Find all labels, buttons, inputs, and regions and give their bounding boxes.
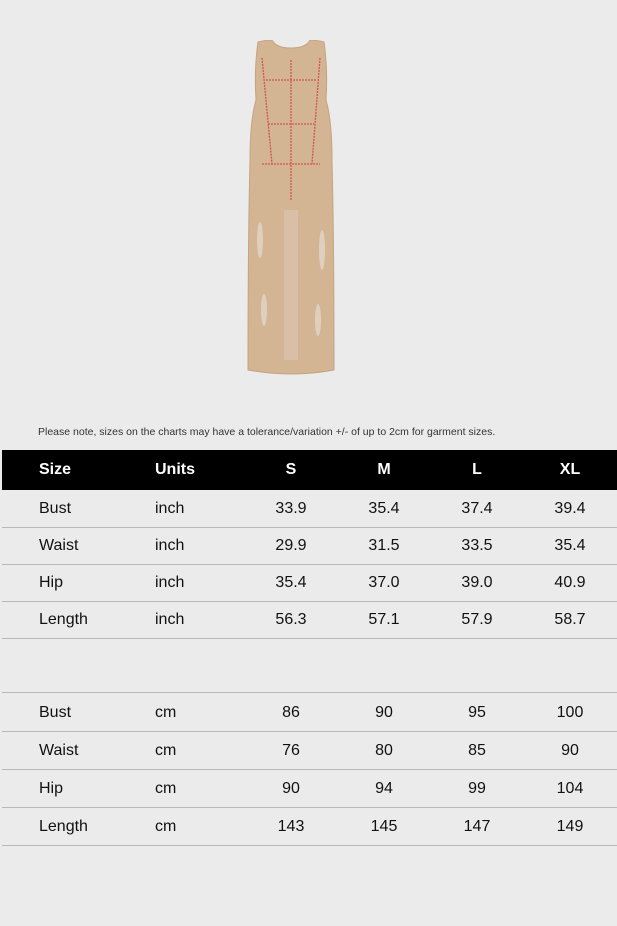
header-s: S bbox=[285, 461, 297, 478]
table-header: Size Units S M L XL bbox=[2, 450, 617, 490]
size-value: 100 bbox=[556, 703, 584, 721]
header-m: M bbox=[377, 461, 391, 478]
size-tolerance-note: Please note, sizes on the charts may hav… bbox=[38, 426, 496, 438]
size-value: 76 bbox=[282, 741, 300, 759]
size-value: 56.3 bbox=[275, 611, 307, 628]
size-value: 57.9 bbox=[461, 611, 493, 628]
size-value: 35.4 bbox=[368, 500, 400, 517]
table-row: Bust cm 86 90 95 100 bbox=[2, 694, 617, 732]
size-value: 80 bbox=[375, 741, 393, 759]
size-value: 35.4 bbox=[554, 537, 586, 554]
size-value: 39.4 bbox=[554, 500, 586, 517]
unit-label: cm bbox=[155, 741, 177, 759]
table-row: Waist inch 29.9 31.5 33.5 35.4 bbox=[2, 528, 617, 565]
measurement-label: Length bbox=[39, 817, 88, 835]
table-row: Hip cm 90 94 99 104 bbox=[2, 770, 617, 808]
header-l: L bbox=[472, 461, 482, 478]
size-value: 33.9 bbox=[275, 500, 307, 517]
table-row: Hip inch 35.4 37.0 39.0 40.9 bbox=[2, 565, 617, 602]
unit-label: cm bbox=[155, 779, 177, 797]
size-value: 99 bbox=[468, 779, 486, 797]
size-value: 35.4 bbox=[275, 574, 307, 591]
product-image-dress bbox=[247, 40, 335, 375]
size-value: 145 bbox=[370, 817, 398, 835]
size-value: 33.5 bbox=[461, 537, 493, 554]
size-value: 40.9 bbox=[554, 574, 586, 591]
size-value: 85 bbox=[468, 741, 486, 759]
measurement-label: Bust bbox=[39, 500, 72, 517]
size-value: 31.5 bbox=[368, 537, 400, 554]
unit-label: cm bbox=[155, 703, 177, 721]
unit-label: inch bbox=[155, 537, 185, 554]
size-value: 90 bbox=[561, 741, 579, 759]
size-value: 29.9 bbox=[275, 537, 307, 554]
measurement-label: Hip bbox=[39, 779, 64, 797]
size-value: 90 bbox=[375, 703, 393, 721]
measurement-label: Length bbox=[39, 611, 88, 628]
size-value: 37.0 bbox=[368, 574, 400, 591]
size-value: 58.7 bbox=[554, 611, 586, 628]
size-value: 57.1 bbox=[368, 611, 400, 628]
size-value: 39.0 bbox=[461, 574, 493, 591]
header-units: Units bbox=[155, 461, 195, 478]
size-value: 149 bbox=[556, 817, 584, 835]
size-value: 94 bbox=[375, 779, 393, 797]
size-value: 104 bbox=[556, 779, 584, 797]
unit-label: inch bbox=[155, 574, 185, 591]
unit-label: cm bbox=[155, 817, 177, 835]
table-row: Waist cm 76 80 85 90 bbox=[2, 732, 617, 770]
size-value: 86 bbox=[282, 703, 300, 721]
table-row: Length cm 143 145 147 149 bbox=[2, 808, 617, 846]
unit-label: inch bbox=[155, 611, 185, 628]
size-value: 147 bbox=[463, 817, 491, 835]
measurement-label: Waist bbox=[39, 537, 79, 554]
table-row: Bust inch 33.9 35.4 37.4 39.4 bbox=[2, 491, 617, 528]
header-xl: XL bbox=[559, 461, 581, 478]
size-value: 95 bbox=[468, 703, 486, 721]
header-size: Size bbox=[39, 461, 72, 478]
size-value: 90 bbox=[282, 779, 300, 797]
size-value: 37.4 bbox=[461, 500, 493, 517]
unit-label: inch bbox=[155, 500, 185, 517]
measurement-label: Hip bbox=[39, 574, 64, 591]
size-value: 143 bbox=[277, 817, 305, 835]
measurement-label: Bust bbox=[39, 703, 72, 721]
measurement-label: Waist bbox=[39, 741, 79, 759]
divider bbox=[2, 692, 617, 693]
table-row: Length inch 56.3 57.1 57.9 58.7 bbox=[2, 602, 617, 639]
